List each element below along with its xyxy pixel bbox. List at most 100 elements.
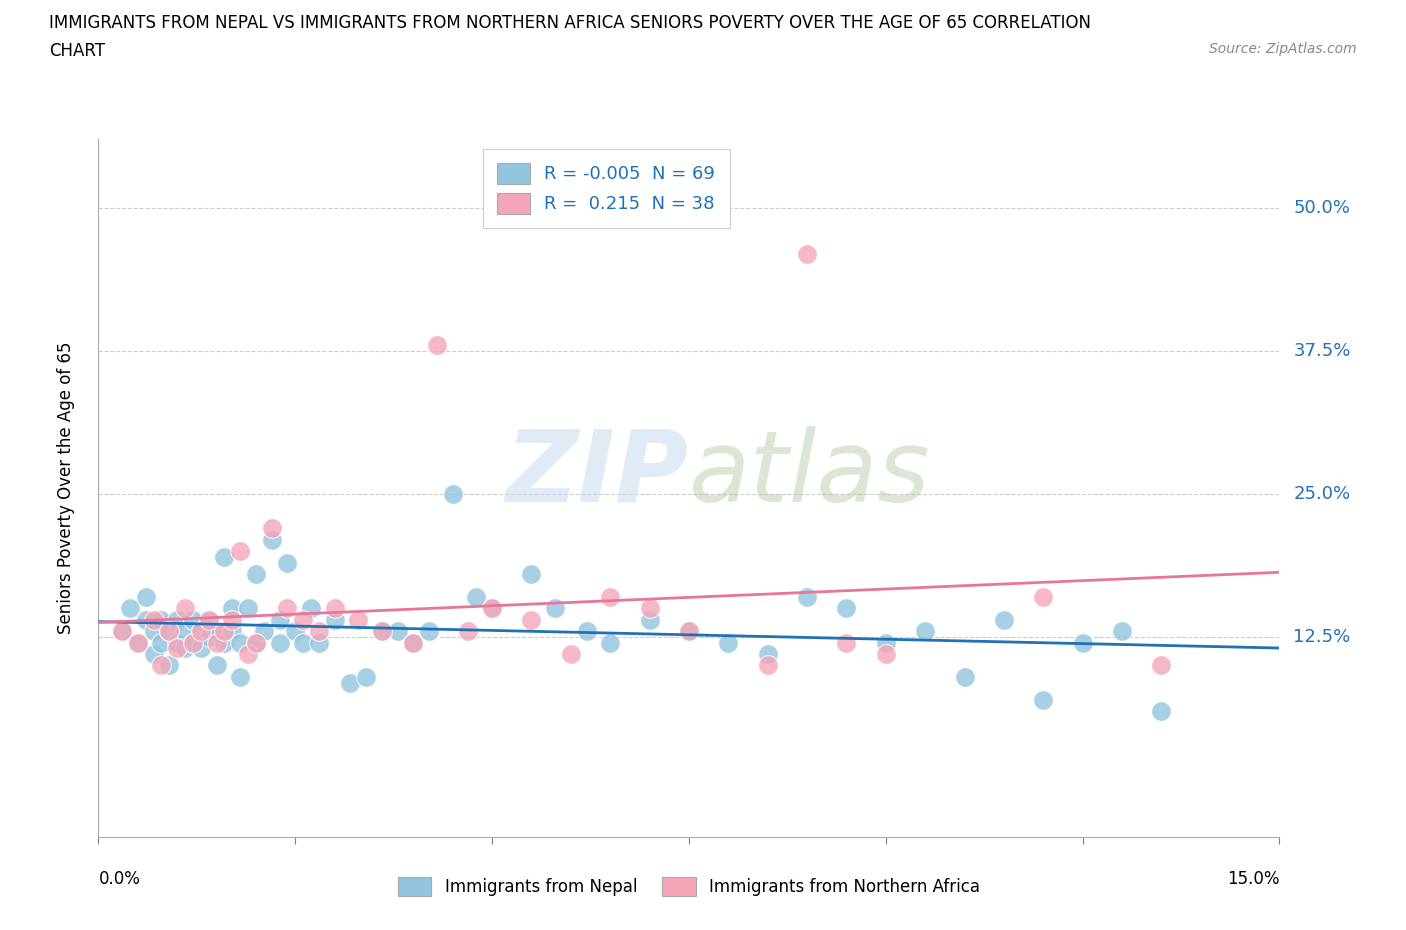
Point bbox=[308, 624, 330, 639]
Point bbox=[229, 635, 252, 650]
Point bbox=[292, 635, 315, 650]
Point bbox=[796, 590, 818, 604]
Point bbox=[181, 612, 204, 627]
Point bbox=[157, 624, 180, 639]
Text: 37.5%: 37.5% bbox=[1294, 342, 1351, 360]
Point bbox=[214, 624, 236, 639]
Point bbox=[197, 630, 219, 644]
Point bbox=[111, 624, 134, 639]
Point bbox=[142, 612, 165, 627]
Point bbox=[371, 624, 394, 639]
Point bbox=[835, 635, 858, 650]
Point bbox=[245, 635, 267, 650]
Text: ZIP: ZIP bbox=[506, 426, 689, 523]
Text: 50.0%: 50.0% bbox=[1294, 199, 1350, 217]
Point bbox=[418, 624, 440, 639]
Point bbox=[756, 646, 779, 661]
Point bbox=[127, 635, 149, 650]
Point bbox=[402, 635, 425, 650]
Point bbox=[205, 624, 228, 639]
Point bbox=[520, 566, 543, 581]
Point bbox=[717, 635, 740, 650]
Point bbox=[229, 544, 252, 559]
Point bbox=[347, 612, 370, 627]
Point bbox=[354, 670, 377, 684]
Point bbox=[150, 635, 173, 650]
Point bbox=[197, 612, 219, 627]
Point bbox=[269, 635, 291, 650]
Point bbox=[339, 675, 361, 690]
Text: 12.5%: 12.5% bbox=[1294, 628, 1351, 646]
Point bbox=[914, 624, 936, 639]
Point bbox=[678, 624, 700, 639]
Point bbox=[253, 624, 276, 639]
Point bbox=[166, 612, 188, 627]
Point bbox=[678, 624, 700, 639]
Point bbox=[441, 486, 464, 501]
Point bbox=[205, 658, 228, 673]
Point bbox=[150, 612, 173, 627]
Point bbox=[127, 635, 149, 650]
Point bbox=[520, 612, 543, 627]
Point bbox=[135, 590, 157, 604]
Point bbox=[111, 624, 134, 639]
Point bbox=[599, 635, 621, 650]
Legend: Immigrants from Nepal, Immigrants from Northern Africa: Immigrants from Nepal, Immigrants from N… bbox=[391, 870, 987, 903]
Point bbox=[308, 635, 330, 650]
Point bbox=[166, 635, 188, 650]
Text: 25.0%: 25.0% bbox=[1294, 485, 1351, 503]
Point bbox=[174, 601, 197, 616]
Point bbox=[181, 635, 204, 650]
Point bbox=[1111, 624, 1133, 639]
Point bbox=[953, 670, 976, 684]
Point bbox=[135, 612, 157, 627]
Point bbox=[276, 601, 298, 616]
Point bbox=[323, 601, 346, 616]
Point bbox=[214, 635, 236, 650]
Text: atlas: atlas bbox=[689, 426, 931, 523]
Point bbox=[221, 601, 243, 616]
Point bbox=[544, 601, 567, 616]
Point bbox=[1150, 704, 1173, 719]
Point bbox=[292, 612, 315, 627]
Point bbox=[638, 612, 661, 627]
Point bbox=[875, 635, 897, 650]
Text: CHART: CHART bbox=[49, 42, 105, 60]
Point bbox=[1032, 692, 1054, 707]
Point bbox=[236, 646, 259, 661]
Point bbox=[157, 658, 180, 673]
Point bbox=[260, 532, 283, 547]
Point bbox=[214, 550, 236, 565]
Point bbox=[796, 246, 818, 261]
Point bbox=[150, 658, 173, 673]
Point bbox=[426, 338, 449, 352]
Point bbox=[221, 612, 243, 627]
Point bbox=[560, 646, 582, 661]
Point bbox=[465, 590, 488, 604]
Point bbox=[481, 601, 503, 616]
Point bbox=[875, 646, 897, 661]
Point bbox=[190, 624, 212, 639]
Point bbox=[142, 624, 165, 639]
Point bbox=[402, 635, 425, 650]
Point bbox=[190, 624, 212, 639]
Point bbox=[835, 601, 858, 616]
Text: IMMIGRANTS FROM NEPAL VS IMMIGRANTS FROM NORTHERN AFRICA SENIORS POVERTY OVER TH: IMMIGRANTS FROM NEPAL VS IMMIGRANTS FROM… bbox=[49, 14, 1091, 32]
Point bbox=[387, 624, 409, 639]
Point bbox=[575, 624, 598, 639]
Point bbox=[190, 641, 212, 656]
Point bbox=[221, 624, 243, 639]
Point bbox=[181, 635, 204, 650]
Point bbox=[481, 601, 503, 616]
Point bbox=[236, 601, 259, 616]
Point bbox=[157, 624, 180, 639]
Y-axis label: Seniors Poverty Over the Age of 65: Seniors Poverty Over the Age of 65 bbox=[56, 342, 75, 634]
Point bbox=[197, 612, 219, 627]
Point bbox=[1150, 658, 1173, 673]
Point bbox=[269, 612, 291, 627]
Point bbox=[457, 624, 479, 639]
Point bbox=[599, 590, 621, 604]
Point bbox=[142, 646, 165, 661]
Point bbox=[245, 566, 267, 581]
Point bbox=[260, 521, 283, 536]
